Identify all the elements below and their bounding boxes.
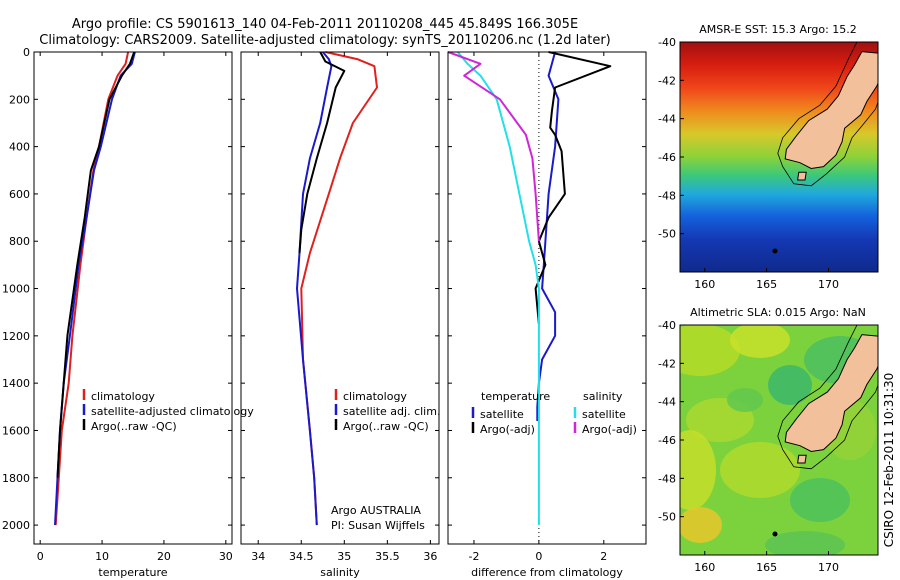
sst-map-title: AMSR-E SST: 15.3 Argo: 15.2 <box>699 23 857 36</box>
sla-map-title: Altimetric SLA: 0.015 Argo: NaN <box>690 306 866 319</box>
legend-label: satellite <box>582 408 626 421</box>
sla-anomaly-patch <box>680 507 722 543</box>
credit-stamp: CSIRO 12-Feb-2011 10:31:30 <box>882 373 896 548</box>
sla-anomaly-patch <box>720 442 800 498</box>
figure-title-line2: Climatology: CARS2009. Satellite-adjuste… <box>39 33 611 48</box>
x-tick-label: 35.5 <box>375 550 400 563</box>
x-tick-label: 34.5 <box>289 550 314 563</box>
y-tick-label: 1200 <box>2 330 30 343</box>
lon-tick-label: 165 <box>756 561 777 574</box>
legend-label: Argo(..raw -QC) <box>91 420 177 433</box>
series-line-3 <box>447 51 540 242</box>
series-line-0 <box>536 51 560 421</box>
sla-anomaly-patch <box>765 531 845 555</box>
lat-tick-label: -42 <box>658 357 676 370</box>
legend-header: temperature <box>481 390 550 403</box>
sla-anomaly-patch <box>680 325 740 376</box>
panel-frame <box>240 51 440 545</box>
y-tick-label: 1600 <box>2 424 30 437</box>
lon-tick-label: 165 <box>756 278 777 291</box>
series-line-2 <box>56 51 136 478</box>
legend-label: satellite adj. clim. <box>343 405 440 418</box>
temperature-panel: 0 200 400 600 800 1000 1200 1400 1600 1800 2000 0 10… <box>2 46 254 579</box>
y-tick-label: 2000 <box>2 519 30 532</box>
lat-tick-label: -50 <box>658 511 676 524</box>
south-island-land <box>784 51 878 170</box>
x-tick-label: 2 <box>600 550 607 563</box>
panel-frame <box>33 51 233 545</box>
y-tick-label: 1400 <box>2 377 30 390</box>
series-line-2 <box>456 51 540 526</box>
x-tick-label: 0 <box>37 550 44 563</box>
y-tick-label: 1800 <box>2 472 30 485</box>
x-tick-label: 10 <box>95 550 109 563</box>
x-tick-label: 30 <box>219 550 233 563</box>
shelf-contour <box>777 325 878 470</box>
y-tick-label: 1000 <box>2 283 30 296</box>
y-tick-label: 0 <box>23 46 30 59</box>
lon-tick-label: 160 <box>694 561 715 574</box>
sst-map: AMSR-E SST: 15.3 Argo: 15.2 -40 -42 -44 -46… <box>658 23 879 291</box>
argo-annotation: Argo AUSTRALIA <box>331 504 421 517</box>
argo-float-marker <box>772 531 778 537</box>
series-line-1 <box>296 51 333 526</box>
series-line-0 <box>54 51 130 526</box>
legend-label: Argo(..raw -QC) <box>343 420 429 433</box>
sla-anomaly-patch <box>680 430 716 510</box>
figure-title-line1: Argo profile: CS 5901613_140 04-Feb-2011… <box>72 17 578 32</box>
lat-tick-label: -46 <box>658 434 676 447</box>
x-axis-label: salinity <box>320 566 360 579</box>
stewart-island-land <box>797 454 807 464</box>
lat-tick-label: -46 <box>658 151 676 164</box>
argo-float-marker <box>772 248 778 254</box>
stewart-island-land <box>797 171 807 181</box>
series-line-2 <box>298 51 346 254</box>
y-tick-label: 800 <box>9 235 30 248</box>
y-tick-label: 200 <box>9 93 30 106</box>
x-tick-label: 34 <box>251 550 265 563</box>
x-tick-label: 36 <box>423 550 437 563</box>
lon-tick-label: 170 <box>818 278 839 291</box>
sla-anomaly-patch <box>730 325 790 358</box>
series-line-1 <box>534 51 612 325</box>
panel-frame <box>447 51 647 545</box>
legend-label: satellite <box>480 408 524 421</box>
x-tick-label: -2 <box>468 550 479 563</box>
y-tick-label: 400 <box>9 141 30 154</box>
south-island-land <box>784 334 878 453</box>
legend-label: Argo(-adj) <box>480 423 535 436</box>
y-tick-label: 600 <box>9 188 30 201</box>
lat-tick-label: -40 <box>658 36 676 49</box>
series-line-1 <box>54 51 136 526</box>
sla-anomaly-patch <box>768 365 812 405</box>
lat-tick-label: -48 <box>658 189 676 202</box>
lat-tick-label: -42 <box>658 74 676 87</box>
argo-annotation: PI: Susan Wijffels <box>331 519 425 532</box>
legend-label: satellite-adjusted climatology <box>91 405 254 418</box>
lat-tick-label: -50 <box>658 228 676 241</box>
salinity-panel: 34 34.5 35 35.5 36 salinity climatology satelli… <box>240 51 440 579</box>
lat-tick-label: -40 <box>658 319 676 332</box>
x-axis-label: difference from climatology <box>471 566 623 579</box>
lon-tick-label: 160 <box>694 278 715 291</box>
x-tick-label: 20 <box>157 550 171 563</box>
sla-anomaly-patch <box>727 388 763 412</box>
lat-tick-label: -44 <box>658 113 676 126</box>
legend-label: Argo(-adj) <box>582 423 637 436</box>
x-tick-label: 35 <box>337 550 351 563</box>
difference-panel: -2 0 2 difference from climatology temperatu… <box>447 51 647 579</box>
sla-anomaly-patch <box>790 478 850 522</box>
legend-header: salinity <box>583 390 623 403</box>
lon-tick-label: 170 <box>818 561 839 574</box>
lat-tick-label: -48 <box>658 472 676 485</box>
legend-label: climatology <box>91 390 155 403</box>
x-tick-label: 0 <box>535 550 542 563</box>
lat-tick-label: -44 <box>658 396 676 409</box>
x-axis-label: temperature <box>98 566 167 579</box>
shelf-contour <box>777 42 878 187</box>
legend-label: climatology <box>343 390 407 403</box>
sla-map: Altimetric SLA: 0.015 Argo: NaN -40 -42 -4… <box>658 306 879 574</box>
